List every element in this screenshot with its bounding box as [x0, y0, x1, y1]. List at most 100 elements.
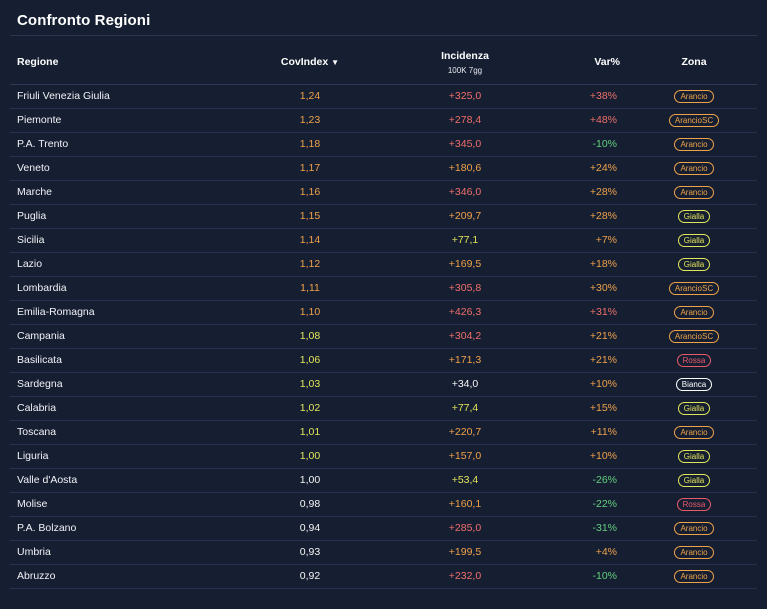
zona-badge: Gialla [677, 474, 711, 487]
incidenza-value: +77,1 [451, 234, 479, 246]
zona-cell: Gialla [658, 253, 730, 276]
table-row[interactable]: Lazio 1,12 +169,5 +18% Gialla [10, 253, 757, 277]
zona-badge: Arancio [674, 546, 714, 559]
covindex-value: 1,16 [299, 186, 321, 198]
zona-cell: Arancio [658, 301, 730, 324]
var-value: -22% [592, 498, 617, 510]
zona-badge: Bianca [675, 378, 713, 391]
incidenza-value: +285,0 [448, 522, 482, 534]
zona-badge: Arancio [674, 90, 714, 103]
zona-badge: Arancio [674, 138, 714, 151]
covindex-value: 1,24 [299, 90, 321, 102]
incidenza-value: +171,3 [448, 354, 482, 366]
zona-badge: Gialla [677, 258, 711, 271]
region-name: Valle d'Aosta [17, 474, 78, 486]
region-name: Lazio [17, 258, 43, 270]
covindex-value: 1,15 [299, 210, 321, 222]
incidenza-value: +325,0 [448, 90, 482, 102]
region-name: Basilicata [17, 354, 62, 366]
title-divider [10, 35, 757, 36]
covindex-value: 1,02 [299, 402, 321, 414]
incidenza-value: +77,4 [451, 402, 479, 414]
table-row[interactable]: Lombardia 1,11 +305,8 +30% ArancioSC [10, 277, 757, 301]
var-value: +10% [589, 450, 617, 462]
covindex-value: 0,98 [299, 498, 321, 510]
var-value: +11% [590, 426, 617, 438]
covindex-value: 1,00 [299, 450, 321, 462]
table-row[interactable]: P.A. Bolzano 0,94 +285,0 -31% Arancio [10, 517, 757, 541]
table-row[interactable]: Puglia 1,15 +209,7 +28% Gialla [10, 205, 757, 229]
header-var[interactable]: Var% [570, 40, 620, 84]
incidenza-value: +199,5 [448, 546, 482, 558]
header-covindex-label: CovIndex [280, 56, 329, 68]
table-row[interactable]: Veneto 1,17 +180,6 +24% Arancio [10, 157, 757, 181]
region-name: Liguria [17, 450, 49, 462]
zona-cell: Gialla [658, 397, 730, 420]
header-zona[interactable]: Zona [658, 40, 730, 84]
var-value: +48% [589, 114, 617, 126]
table-row[interactable]: Piemonte 1,23 +278,4 +48% ArancioSC [10, 109, 757, 133]
zona-badge: Gialla [677, 402, 711, 415]
zona-cell: Gialla [658, 445, 730, 468]
incidenza-value: +180,6 [448, 162, 482, 174]
region-name: Friuli Venezia Giulia [17, 90, 110, 102]
covindex-value: 1,12 [299, 258, 321, 270]
incidenza-value: +169,5 [448, 258, 482, 270]
zona-badge: Arancio [674, 306, 714, 319]
region-name: P.A. Bolzano [17, 522, 77, 534]
var-value: -26% [592, 474, 617, 486]
covindex-value: 1,23 [299, 114, 321, 126]
table-body: Friuli Venezia Giulia 1,24 +325,0 +38% Aranc… [10, 85, 757, 589]
zona-badge: Gialla [677, 234, 711, 247]
region-name: P.A. Trento [17, 138, 69, 150]
region-name: Piemonte [17, 114, 62, 126]
table-row[interactable]: Marche 1,16 +346,0 +28% Arancio [10, 181, 757, 205]
table-row[interactable]: Sardegna 1,03 +34,0 +10% Bianca [10, 373, 757, 397]
incidenza-value: +426,3 [448, 306, 482, 318]
table-row[interactable]: Sicilia 1,14 +77,1 +7% Gialla [10, 229, 757, 253]
header-incidenza[interactable]: Incidenza 100K 7gg [415, 40, 515, 84]
table-row[interactable]: Umbria 0,93 +199,5 +4% Arancio [10, 541, 757, 565]
table-row[interactable]: P.A. Trento 1,18 +345,0 -10% Arancio [10, 133, 757, 157]
table-row[interactable]: Molise 0,98 +160,1 -22% Rossa [10, 493, 757, 517]
table-header: Regione CovIndex ▼ Incidenza 100K 7gg Va… [10, 40, 757, 85]
var-value: +21% [589, 354, 617, 366]
var-value: +24% [589, 162, 617, 174]
var-value: +30% [589, 282, 617, 294]
header-regione-label: Regione [17, 56, 59, 68]
zona-cell: Arancio [658, 181, 730, 204]
incidenza-value: +232,0 [448, 570, 482, 582]
table-row[interactable]: Valle d'Aosta 1,00 +53,4 -26% Gialla [10, 469, 757, 493]
region-name: Emilia-Romagna [17, 306, 95, 318]
region-name: Sicilia [17, 234, 45, 246]
covindex-value: 1,17 [299, 162, 321, 174]
table-row[interactable]: Liguria 1,00 +157,0 +10% Gialla [10, 445, 757, 469]
table-row[interactable]: Basilicata 1,06 +171,3 +21% Rossa [10, 349, 757, 373]
table-row[interactable]: Calabria 1,02 +77,4 +15% Gialla [10, 397, 757, 421]
header-covindex[interactable]: CovIndex ▼ [260, 40, 360, 84]
var-value: -10% [592, 138, 617, 150]
var-value: +7% [595, 234, 617, 246]
covindex-value: 0,92 [299, 570, 321, 582]
covindex-value: 1,18 [299, 138, 321, 150]
var-value: -10% [592, 570, 617, 582]
header-regione[interactable]: Regione [17, 40, 58, 84]
incidenza-value: +34,0 [451, 378, 479, 390]
table-row[interactable]: Toscana 1,01 +220,7 +11% Arancio [10, 421, 757, 445]
zona-cell: Arancio [658, 517, 730, 540]
var-value: +28% [589, 186, 617, 198]
table-row[interactable]: Campania 1,08 +304,2 +21% ArancioSC [10, 325, 757, 349]
region-name: Toscana [17, 426, 57, 438]
zona-cell: Rossa [658, 349, 730, 372]
region-name: Puglia [17, 210, 47, 222]
table-row[interactable]: Friuli Venezia Giulia 1,24 +325,0 +38% Aranc… [10, 85, 757, 109]
incidenza-value: +220,7 [448, 426, 482, 438]
zona-cell: ArancioSC [658, 277, 730, 300]
covindex-value: 1,14 [299, 234, 321, 246]
table-row[interactable]: Abruzzo 0,92 +232,0 -10% Arancio [10, 565, 757, 589]
incidenza-value: +157,0 [448, 450, 482, 462]
table-row[interactable]: Emilia-Romagna 1,10 +426,3 +31% Arancio [10, 301, 757, 325]
zona-cell: ArancioSC [658, 109, 730, 132]
zona-badge: Arancio [674, 570, 714, 583]
